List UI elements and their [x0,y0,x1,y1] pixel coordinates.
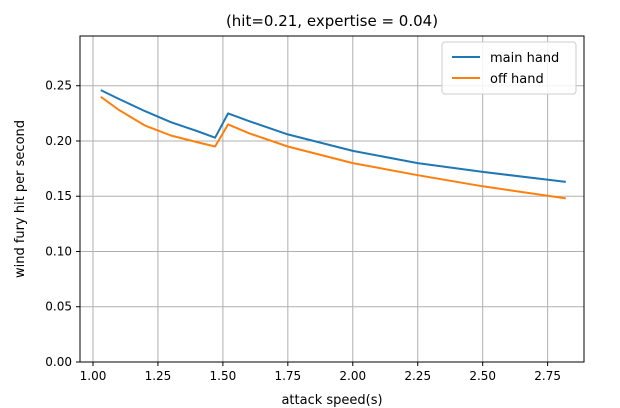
x-tick-label: 2.25 [404,369,431,383]
y-axis-label: wind fury hit per second [13,120,28,278]
y-tick-label: 0.20 [45,134,72,148]
y-tick-label: 0.05 [45,300,72,314]
x-tick-label: 1.00 [80,369,107,383]
x-tick-label: 2.50 [469,369,496,383]
x-axis-label: attack speed(s) [281,393,382,408]
y-tick-label: 0.10 [45,244,72,258]
legend-label: off hand [490,72,544,87]
y-tick-label: 0.25 [45,79,72,93]
x-tick-label: 2.00 [339,369,366,383]
y-axis: 0.00 0.05 0.10 0.15 0.20 0.25 [45,79,80,369]
x-tick-label: 1.75 [274,369,301,383]
plot-frame [79,35,585,363]
x-tick-label: 2.75 [534,369,561,383]
y-tick-label: 0.15 [45,189,72,203]
x-axis: 1.00 1.25 1.50 1.75 2.00 2.25 2.50 2.75 [80,362,561,383]
x-tick-label: 1.25 [145,369,172,383]
chart-title: (hit=0.21, expertise = 0.04) [226,12,438,30]
legend-label: main hand [490,51,559,66]
series-line-main-hand [100,89,566,183]
legend: main hand off hand [441,41,577,95]
legend-box [441,41,577,95]
x-tick-label: 1.50 [210,369,237,383]
y-tick-label: 0.00 [45,355,72,369]
series-layer [100,89,566,200]
series-line-off-hand [100,95,566,200]
